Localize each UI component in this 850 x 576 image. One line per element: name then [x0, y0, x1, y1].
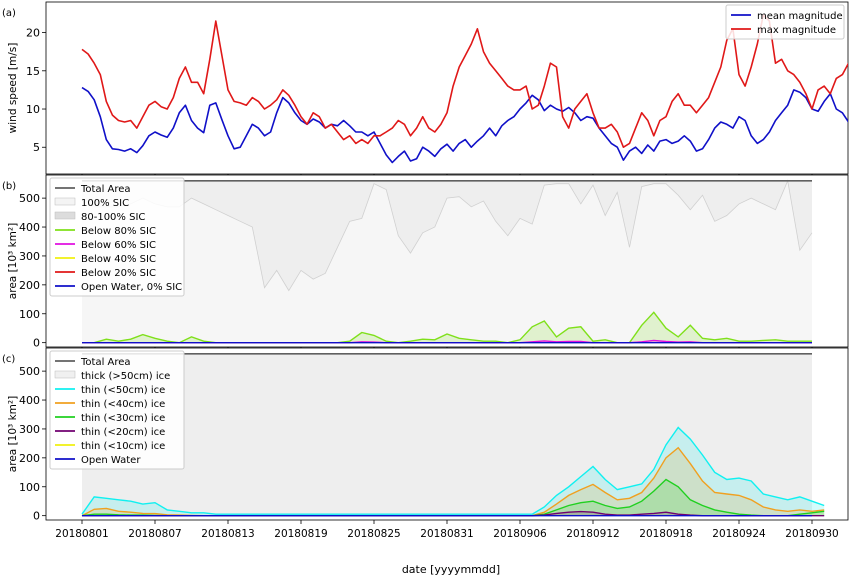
legend-label: Open Water — [81, 455, 141, 466]
legend-label: thin (<50cm) ice — [81, 385, 165, 396]
legend-label: 100% SIC — [81, 198, 129, 209]
series-area-3 — [82, 447, 825, 516]
legend-label: max magnitude — [757, 25, 836, 36]
x-tick-label: 20180819 — [274, 528, 327, 540]
y-tick-label: 300 — [19, 250, 40, 263]
series-area-4 — [82, 479, 825, 516]
y-tick-label: 400 — [19, 221, 40, 234]
legend-label: Below 60% SIC — [81, 240, 156, 251]
legend-label: thin (<30cm) ice — [81, 413, 165, 424]
y-tick-label: 0 — [33, 337, 40, 350]
y-tick-label: 500 — [19, 365, 40, 378]
x-tick-label: 20180807 — [128, 528, 181, 540]
panel-label: (c) — [2, 354, 15, 365]
series-line-1 — [81, 179, 813, 292]
plot-area — [81, 352, 825, 517]
x-tick-label: 20180825 — [347, 528, 400, 540]
x-tick-label: 20180924 — [712, 528, 766, 540]
legend-label: Below 80% SIC — [81, 226, 156, 237]
y-tick-label: 300 — [19, 423, 40, 436]
y-tick-label: 5 — [33, 141, 40, 154]
legend-swatch — [54, 211, 76, 220]
legend-label: thin (<20cm) ice — [81, 427, 165, 438]
legend-label: mean magnitude — [757, 11, 843, 22]
legend-label: thin (<10cm) ice — [81, 441, 165, 452]
x-axis-label: date [yyyymmdd] — [402, 563, 500, 576]
legend-label: Open Water, 0% SIC — [81, 282, 182, 293]
x-tick-label: 20180918 — [639, 528, 692, 540]
y-tick-label: 200 — [19, 279, 40, 292]
panel-label: (b) — [2, 181, 16, 192]
legend-label: Below 40% SIC — [81, 254, 156, 265]
legend-label: Total Area — [80, 184, 131, 195]
x-tick-label: 20180801 — [55, 528, 108, 540]
y-axis-label: area [10³ km²] — [7, 396, 19, 472]
y-tick-label: 0 — [33, 510, 40, 523]
legend-label: thin (<40cm) ice — [81, 399, 165, 410]
plot-area — [81, 14, 848, 164]
legend-box — [49, 177, 185, 297]
y-tick-label: 10 — [26, 103, 40, 116]
y-tick-label: 100 — [19, 308, 40, 321]
y-tick-label: 200 — [19, 452, 40, 465]
series-area-1 — [82, 180, 812, 343]
legend-label: 80-100% SIC — [81, 212, 145, 223]
x-tick-label: 20180912 — [566, 528, 619, 540]
total-area-fill — [82, 353, 812, 516]
series-line-2 — [81, 426, 825, 515]
y-axis-label: wind speed [m/s] — [7, 43, 19, 134]
series-area-3 — [82, 312, 812, 343]
x-tick-label: 20180930 — [785, 528, 838, 540]
y-tick-label: 20 — [26, 27, 40, 40]
legend-box — [49, 350, 185, 470]
y-tick-label: 500 — [19, 192, 40, 205]
legend-swatch — [54, 197, 76, 206]
y-tick-label: 400 — [19, 394, 40, 407]
series-line-max-magnitude — [81, 14, 848, 148]
legend-label: thick (>50cm) ice — [81, 371, 170, 382]
y-tick-label: 15 — [26, 65, 40, 78]
legend-label: Total Area — [80, 357, 131, 368]
series-line-3 — [82, 311, 812, 344]
y-axis-label: area [10³ km²] — [7, 223, 19, 299]
y-tick-label: 100 — [19, 481, 40, 494]
x-tick-label: 20180813 — [201, 528, 254, 540]
x-tick-label: 20180831 — [420, 528, 473, 540]
legend-box — [725, 4, 845, 40]
plot-area — [81, 179, 813, 344]
x-tick-label: 20180906 — [493, 528, 547, 540]
legend-swatch — [54, 370, 76, 379]
legend-label: Below 20% SIC — [81, 268, 156, 279]
series-line-mean-magnitude — [81, 86, 848, 164]
panel-label: (a) — [2, 8, 16, 19]
